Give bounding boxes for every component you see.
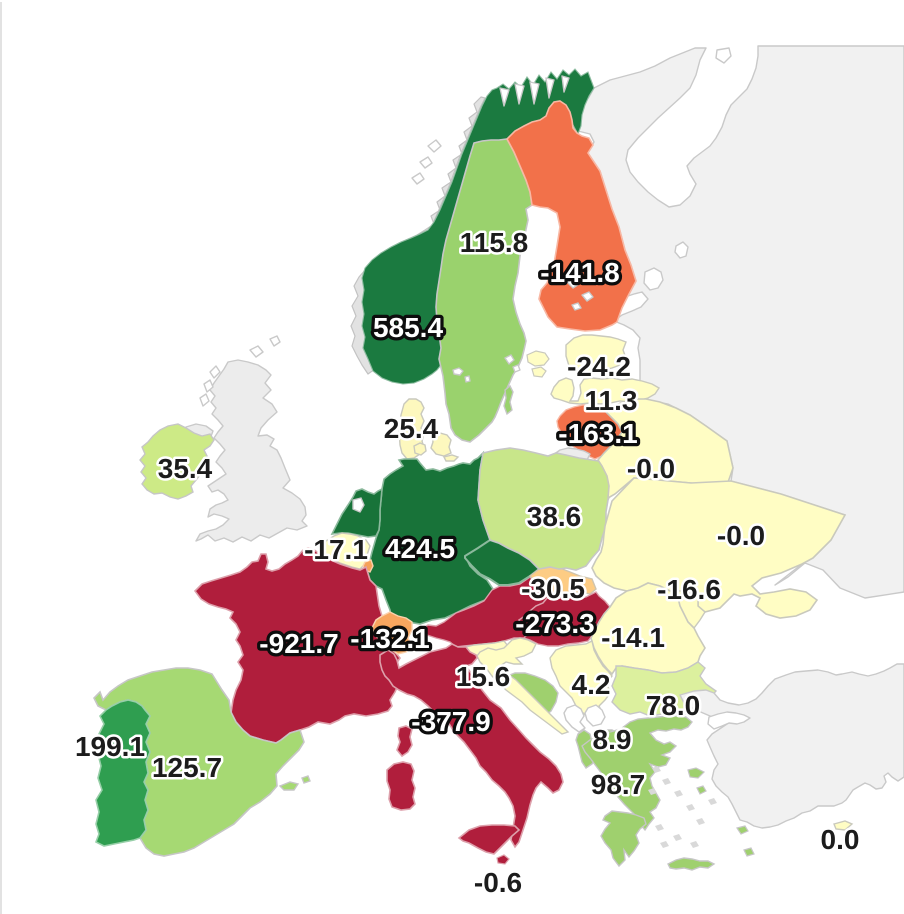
svg-text:-24.2: -24.2 [567,351,631,382]
svg-text:-14.1: -14.1 [601,622,665,653]
svg-text:-0.6: -0.6 [474,867,522,898]
svg-text:0.0: 0.0 [821,824,860,855]
svg-text:4.2: 4.2 [572,669,611,700]
svg-text:-0.0: -0.0 [717,520,765,551]
svg-text:-0.0: -0.0 [627,453,675,484]
svg-text:15.6: 15.6 [456,661,511,692]
svg-text:25.4: 25.4 [384,413,439,444]
svg-text:11.3: 11.3 [585,385,638,416]
svg-text:-17.1: -17.1 [304,534,368,565]
svg-text:98.7: 98.7 [591,769,646,800]
svg-text:-921.7: -921.7 [259,628,338,659]
svg-text:199.1: 199.1 [75,731,145,762]
svg-text:125.7: 125.7 [152,752,222,783]
svg-text:78.0: 78.0 [646,690,701,721]
svg-text:8.9: 8.9 [593,724,632,755]
svg-text:-30.5: -30.5 [521,573,585,604]
svg-text:38.6: 38.6 [527,501,582,532]
svg-text:115.8: 115.8 [460,227,529,258]
svg-text:35.4: 35.4 [158,453,213,484]
svg-text:424.5: 424.5 [385,533,455,564]
svg-text:-377.9: -377.9 [411,706,490,737]
svg-text:-16.6: -16.6 [657,574,721,605]
svg-text:585.4: 585.4 [373,312,443,343]
svg-text:-163.1: -163.1 [558,418,637,449]
svg-text:-141.8: -141.8 [540,257,619,288]
svg-text:-273.3: -273.3 [515,608,594,639]
svg-text:-132.1: -132.1 [350,623,429,654]
